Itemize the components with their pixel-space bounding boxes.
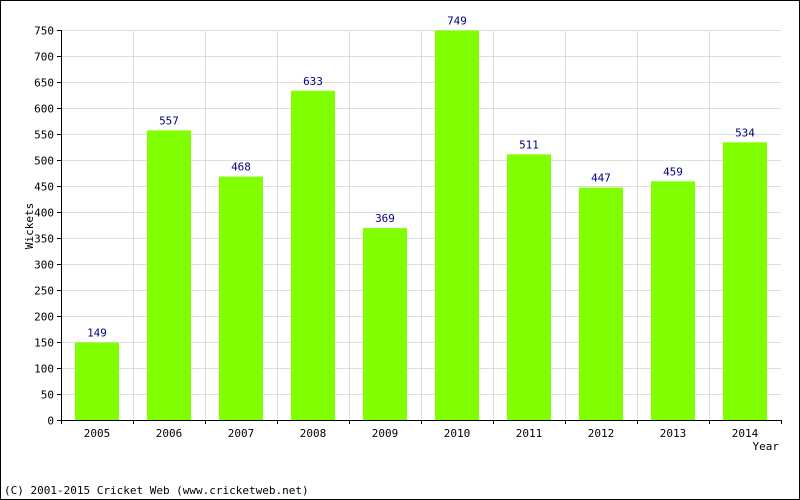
x-tick-label: 2013 — [660, 427, 687, 440]
bar-2005 — [75, 342, 119, 420]
copyright-text: (C) 2001-2015 Cricket Web (www.cricketwe… — [4, 484, 309, 497]
bar-2011 — [507, 154, 551, 420]
data-label: 511 — [519, 138, 539, 151]
data-label: 447 — [591, 172, 611, 185]
axes — [57, 30, 782, 424]
x-tick-labels: 2005 2006 2007 2008 2009 2010 2011 2012 2013 2014 — [84, 427, 759, 440]
data-label: 149 — [87, 327, 107, 340]
bar-2007 — [219, 176, 263, 420]
y-tick-label: 500 — [34, 155, 54, 168]
y-tick-label: 550 — [34, 129, 54, 142]
data-label: 534 — [735, 126, 755, 139]
y-tick-label: 50 — [41, 389, 54, 402]
y-tick-label: 350 — [34, 233, 54, 246]
y-tick-label: 400 — [34, 207, 54, 220]
y-tick-label: 0 — [47, 415, 54, 428]
bar-2014 — [723, 142, 767, 420]
x-tick-label: 2014 — [732, 427, 759, 440]
y-tick-label: 650 — [34, 77, 54, 90]
y-tick-label: 200 — [34, 311, 54, 324]
x-axis-label: Year — [753, 440, 780, 453]
x-tick-label: 2009 — [372, 427, 399, 440]
data-label: 557 — [159, 114, 179, 127]
bar-2009 — [363, 228, 407, 420]
bars — [75, 30, 767, 421]
y-tick-label: 300 — [34, 259, 54, 272]
y-tick-label: 600 — [34, 103, 54, 116]
bar-2013 — [651, 181, 695, 420]
x-tick-label: 2006 — [156, 427, 183, 440]
y-tick-label: 100 — [34, 363, 54, 376]
data-label: 369 — [375, 212, 395, 225]
data-label: 749 — [447, 15, 467, 28]
data-label: 459 — [663, 165, 683, 178]
y-axis-label: Wickets — [23, 203, 36, 249]
x-tick-label: 2010 — [444, 427, 471, 440]
x-tick-label: 2007 — [228, 427, 255, 440]
bar-2008 — [291, 90, 335, 420]
y-tick-label: 250 — [34, 285, 54, 298]
y-tick-labels: 0 50 100 150 200 250 300 350 400 450 500 550 600 650 7… — [34, 25, 54, 428]
x-tick-label: 2005 — [84, 427, 111, 440]
y-tick-label: 700 — [34, 51, 54, 64]
data-label: 633 — [303, 75, 323, 88]
y-tick-label: 750 — [34, 25, 54, 38]
bar-2010 — [435, 30, 479, 421]
x-tick-label: 2008 — [300, 427, 327, 440]
bar-2012 — [579, 187, 623, 420]
y-tick-label: 150 — [34, 337, 54, 350]
bar-2006 — [147, 130, 191, 421]
x-tick-label: 2012 — [588, 427, 615, 440]
x-tick-label: 2011 — [516, 427, 543, 440]
data-labels: 149 557 468 633 369 749 511 447 459 534 — [87, 15, 755, 340]
y-tick-label: 450 — [34, 181, 54, 194]
data-label: 468 — [231, 161, 251, 174]
